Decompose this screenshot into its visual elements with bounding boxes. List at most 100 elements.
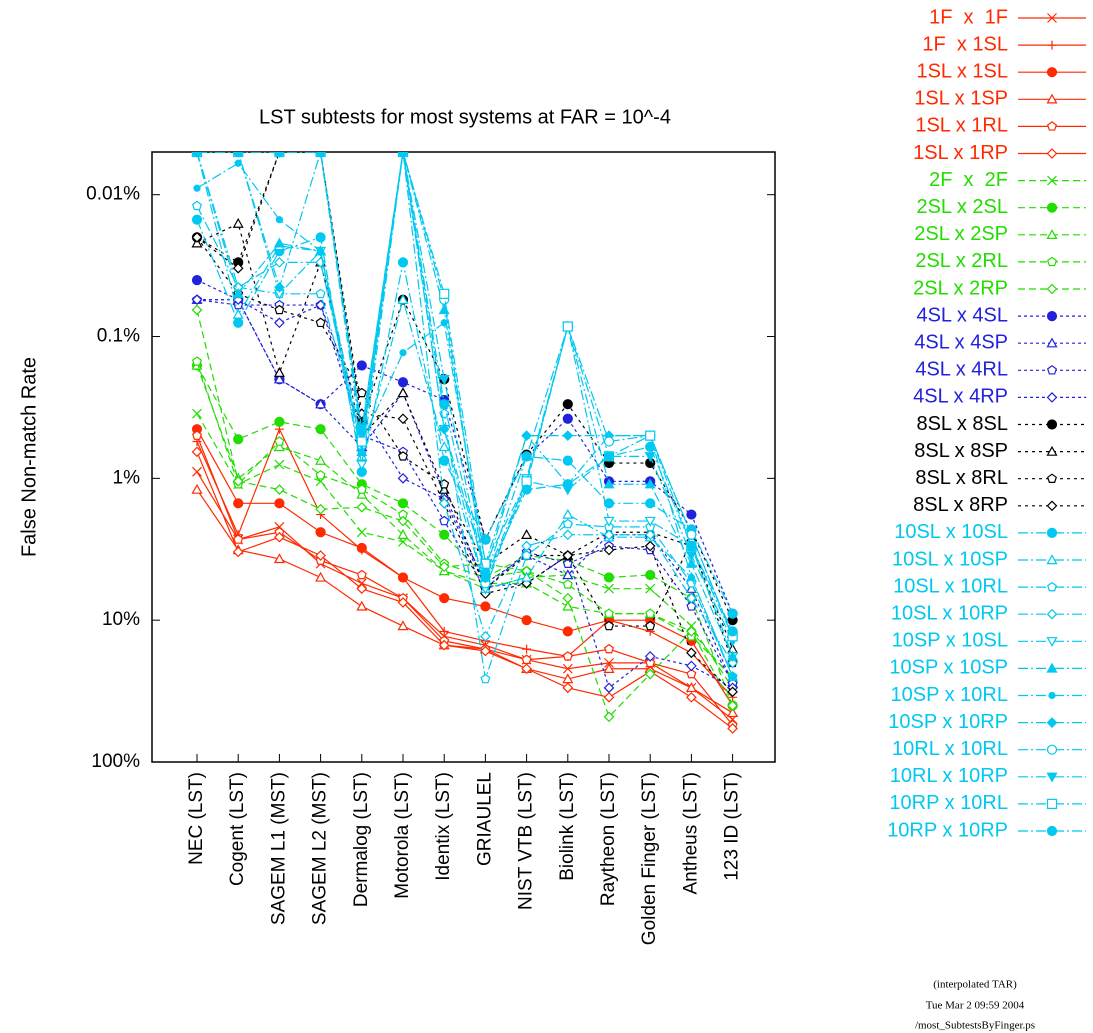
marker [274, 281, 285, 293]
marker [685, 682, 697, 693]
legend-label: 4SL x 4RL [915, 359, 1008, 381]
marker [521, 450, 533, 461]
marker [603, 544, 615, 556]
marker [438, 639, 450, 651]
marker [562, 455, 573, 466]
marker [397, 472, 409, 484]
legend-marker [1046, 283, 1058, 295]
marker [191, 274, 203, 286]
marker [480, 558, 491, 569]
marker [274, 304, 285, 315]
marker [521, 529, 533, 539]
marker [233, 434, 244, 445]
marker [315, 571, 327, 582]
marker [233, 498, 244, 509]
marker [397, 293, 409, 304]
marker [480, 673, 491, 684]
marker [315, 469, 326, 480]
marker [438, 561, 450, 573]
marker [438, 423, 450, 435]
marker [439, 626, 449, 636]
marker [356, 360, 367, 371]
y-tick-label: 100% [91, 751, 140, 772]
marker [191, 304, 203, 316]
marker [439, 399, 450, 410]
legend-label: 4SL x 4RP [913, 386, 1008, 408]
x-tick-label: Motorola (LST) [392, 772, 413, 899]
marker [685, 557, 697, 568]
series-line [196, 365, 734, 706]
marker [727, 608, 738, 619]
marker [317, 247, 325, 255]
marker [273, 366, 285, 377]
marker [356, 583, 368, 595]
marker [521, 540, 532, 552]
series-line [197, 152, 734, 637]
marker [274, 498, 285, 509]
series-line [196, 489, 733, 714]
marker [562, 430, 574, 442]
series-line [196, 237, 734, 664]
legend-marker [1046, 93, 1058, 104]
marker [191, 152, 203, 158]
series-line [196, 152, 734, 664]
marker [315, 550, 326, 561]
marker [275, 216, 283, 224]
marker [356, 501, 368, 513]
marker [273, 237, 285, 248]
marker [603, 451, 615, 462]
marker [233, 534, 244, 544]
marker [604, 583, 614, 594]
marker [274, 436, 285, 446]
marker [274, 484, 285, 495]
marker [315, 232, 326, 243]
chart-title: LST subtests for most systems at FAR = 1… [259, 106, 671, 128]
legend-marker [1046, 527, 1058, 539]
marker [397, 152, 409, 158]
marker [232, 288, 244, 299]
x-tick-label: 123 ID (LST) [722, 772, 743, 881]
legend-marker [1046, 148, 1058, 159]
marker [273, 553, 285, 564]
x-tick-label: NEC (LST) [186, 772, 207, 865]
x-tick-label: SAGEM L1 (MST) [268, 772, 289, 925]
marker [521, 571, 533, 582]
marker [686, 647, 697, 659]
marker [644, 668, 656, 680]
x-tick-label: SAGEM L2 (MST) [310, 772, 331, 925]
legend-marker [1046, 445, 1058, 456]
series-line [197, 152, 734, 642]
marker [315, 152, 326, 158]
marker [356, 527, 367, 538]
marker [686, 509, 697, 520]
marker [562, 479, 573, 490]
marker [727, 626, 738, 637]
marker [274, 257, 285, 268]
legend-label: 4SL x 4SL [916, 304, 1008, 326]
marker [644, 651, 656, 662]
series-line [196, 451, 733, 729]
marker [603, 498, 615, 509]
series-line [196, 219, 734, 614]
marker [645, 441, 656, 452]
y-axis-label: False Non-match Rate [18, 357, 40, 557]
note: /most_SubtestsByFinger.ps [915, 1020, 1035, 1032]
x-tick-label: GRIAULEL [474, 772, 495, 866]
legend-label: 8SL x 8RP [913, 494, 1008, 516]
marker [686, 691, 697, 703]
series-line [196, 152, 734, 621]
marker [232, 476, 244, 487]
legend-marker [1047, 175, 1057, 186]
marker [192, 408, 202, 419]
marker [645, 569, 656, 581]
legend-label: 10SP x 10SP [889, 657, 1008, 679]
marker [274, 152, 285, 158]
marker [686, 592, 697, 604]
x-tick-label: Cogent (LST) [227, 772, 248, 886]
marker [727, 657, 738, 669]
marker [645, 430, 656, 441]
marker [603, 478, 615, 489]
marker [562, 413, 573, 424]
legend-label: 10SP x 10RP [888, 711, 1008, 733]
marker [562, 399, 573, 410]
